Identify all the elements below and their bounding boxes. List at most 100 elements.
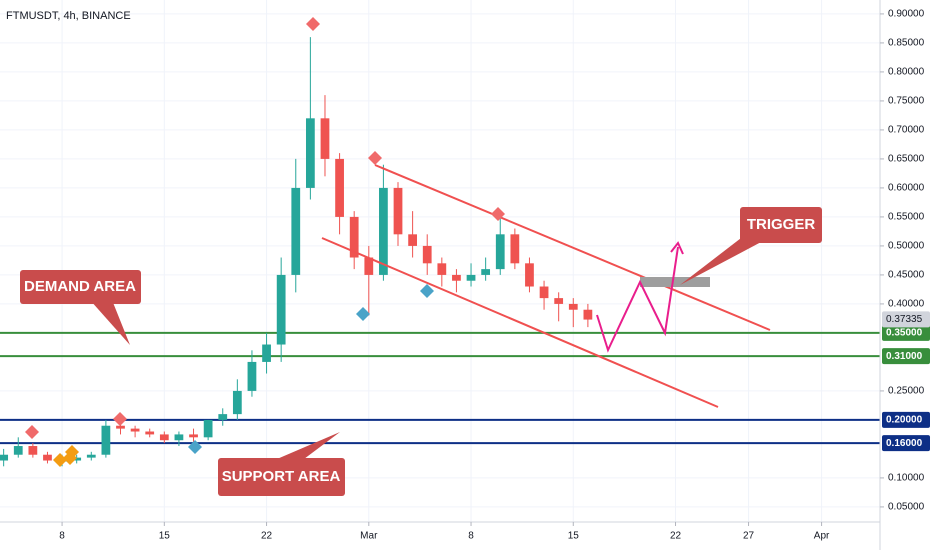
marker xyxy=(491,207,505,221)
marker xyxy=(188,440,202,454)
last-price-box xyxy=(882,311,930,328)
candle-body xyxy=(13,446,23,455)
axes: 0.05000 0.10000 0.25000 0.40000 0.45000 0.500… xyxy=(59,9,930,542)
demand-callout: DEMAND AREA xyxy=(20,270,141,345)
y-tick-label: 0.65000 xyxy=(888,154,925,165)
candle-body xyxy=(393,187,403,235)
callout-box xyxy=(20,270,141,304)
candle-body xyxy=(568,303,578,310)
candle-body xyxy=(495,234,505,270)
candles xyxy=(0,37,593,467)
callout-box xyxy=(740,207,822,243)
level-label: 0.31000 xyxy=(886,351,923,362)
projection-path xyxy=(596,246,679,353)
candle-body xyxy=(145,431,155,435)
marker xyxy=(356,307,370,321)
callout-pointer xyxy=(270,432,340,462)
x-tick-label: Mar xyxy=(360,531,378,542)
y-tick-label: 0.10000 xyxy=(888,473,925,484)
marker xyxy=(25,425,39,439)
marker xyxy=(420,284,434,298)
y-tick-label: 0.40000 xyxy=(888,299,925,310)
callout-pointer xyxy=(90,300,130,345)
y-tick-label: 0.05000 xyxy=(888,502,925,513)
candle-body xyxy=(276,274,286,345)
candle-body xyxy=(247,361,257,391)
candle-body xyxy=(189,434,198,438)
candle-body xyxy=(28,446,38,455)
x-tick-label: 15 xyxy=(568,531,580,542)
marker xyxy=(53,453,67,467)
candle-body xyxy=(510,234,520,264)
candle-body xyxy=(116,425,125,429)
candle-body xyxy=(539,286,549,299)
level-label-box xyxy=(882,411,930,428)
x-tick-label: 15 xyxy=(159,531,171,542)
candle-body xyxy=(554,298,564,304)
candle-body xyxy=(130,428,140,432)
levels xyxy=(0,331,880,445)
level-label: 0.16000 xyxy=(886,438,923,449)
candle-body xyxy=(262,344,271,362)
level-label: 0.35000 xyxy=(886,328,923,339)
candle-body xyxy=(481,269,491,275)
candle-body xyxy=(218,414,228,420)
candle-body xyxy=(422,245,432,264)
level-label-box xyxy=(882,435,930,452)
last-price-label: 0.37335 xyxy=(886,314,923,325)
bottom-markers xyxy=(188,284,434,454)
x-tick-label: 27 xyxy=(743,531,755,542)
channel-lower xyxy=(321,237,719,408)
candle-body xyxy=(305,118,315,188)
trigger-callout: TRIGGER xyxy=(680,207,822,285)
marker xyxy=(306,17,320,31)
candle-body xyxy=(159,434,169,441)
candle-body xyxy=(335,158,344,217)
x-tick-label: 8 xyxy=(468,531,474,542)
annotation: TRIGGER xyxy=(747,216,816,233)
candle-body xyxy=(583,309,593,320)
x-tick-label: Apr xyxy=(814,531,830,542)
orange-markers xyxy=(53,445,79,467)
candle-body xyxy=(408,234,417,246)
candle-body xyxy=(437,263,447,275)
candle-body xyxy=(525,263,534,287)
candle-body xyxy=(379,187,388,275)
y-tick-label: 0.85000 xyxy=(888,38,925,49)
top-markers xyxy=(25,17,505,439)
y-tick-label: 0.75000 xyxy=(888,96,925,107)
candle-body xyxy=(101,425,111,455)
x-tick-label: 22 xyxy=(670,531,682,542)
y-tick-label: 0.25000 xyxy=(888,386,925,397)
y-tick-label: 0.70000 xyxy=(888,125,925,136)
candle-body xyxy=(0,454,9,461)
channel-upper xyxy=(374,164,771,331)
annotation: SUPPORT AREA xyxy=(222,468,341,485)
callout-pointer xyxy=(680,235,765,285)
y-tick-label: 0.55000 xyxy=(888,212,925,223)
candle-body xyxy=(203,419,213,438)
y-tick-label: 0.50000 xyxy=(888,241,925,252)
candle-body xyxy=(320,118,330,159)
callout-box xyxy=(218,458,345,496)
candle-body xyxy=(291,187,301,275)
drawings: DEMAND AREA SUPPORT AREA TRIGGER xyxy=(20,17,822,496)
candle-body xyxy=(452,274,461,281)
y-tick-label: 0.90000 xyxy=(888,9,925,20)
grid xyxy=(0,0,880,522)
y-tick-label: 0.60000 xyxy=(888,183,925,194)
candle-body xyxy=(86,454,96,458)
y-tick-label: 0.80000 xyxy=(888,67,925,78)
x-tick-label: 22 xyxy=(261,531,273,542)
level-label: 0.20000 xyxy=(886,415,923,426)
marker xyxy=(113,412,127,426)
level-label-box xyxy=(882,348,930,365)
candle-body xyxy=(364,257,374,275)
marker xyxy=(65,445,79,459)
chart-title: FTMUSDT, 4h, BINANCE xyxy=(6,10,131,22)
candle-body xyxy=(232,390,242,415)
support-callout: SUPPORT AREA xyxy=(218,432,345,496)
candle-body xyxy=(43,454,52,461)
x-tick-label: 8 xyxy=(59,531,65,542)
